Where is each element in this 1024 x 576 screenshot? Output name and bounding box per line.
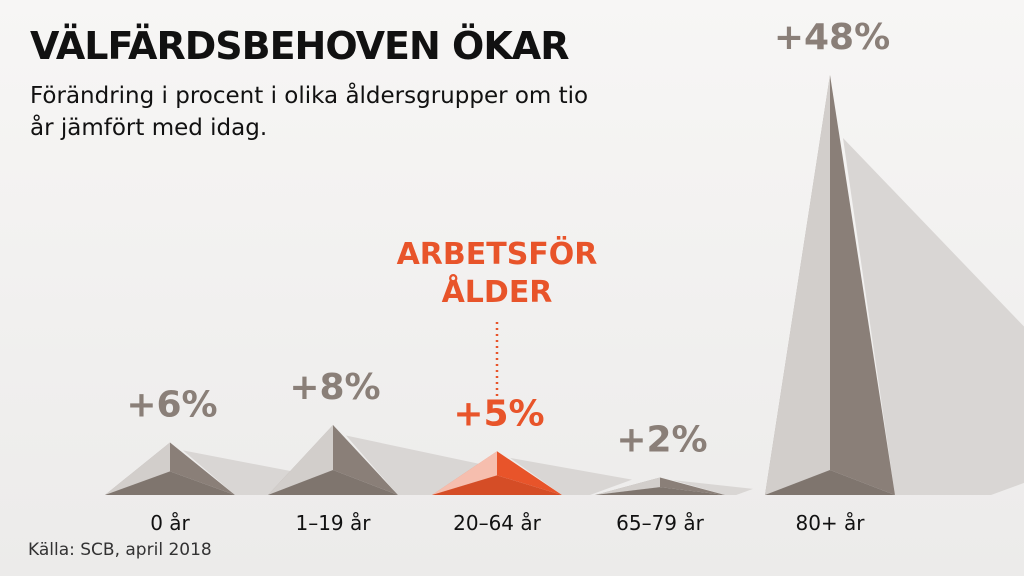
value-label: +8% (289, 367, 380, 408)
pyramid-right-face (333, 425, 398, 495)
chart-title: VÄLFÄRDSBEHOVEN ÖKAR (30, 24, 569, 68)
pyramid-shade (595, 487, 725, 495)
pyramid-front-face (432, 475, 562, 495)
x-tick-label: 80+ år (795, 511, 865, 535)
pyramid-highlight (105, 442, 170, 495)
pyramid-right-face (830, 75, 895, 495)
shadow (843, 138, 1024, 495)
value-label: +2% (616, 420, 707, 461)
pyramid-front-face (268, 470, 398, 495)
pyramid-highlight (595, 477, 660, 495)
x-tick-label: 0 år (150, 511, 190, 535)
pyramid-highlight (765, 75, 830, 495)
pyramid-right-face (170, 442, 235, 495)
pyramid-shade (268, 470, 398, 495)
shadow (673, 480, 753, 495)
x-tick-label: 1–19 år (295, 511, 371, 535)
pyramid-highlight (268, 425, 333, 495)
annotation: ARBETSFÖR ÅLDER (396, 237, 598, 310)
chart-subtitle: Förändring i procent i olika åldersgrupp… (30, 83, 589, 141)
pyramid-highlight (432, 451, 497, 495)
x-tick-label: 20–64 år (453, 511, 542, 535)
shadow (510, 457, 632, 495)
pyramid-right-face (497, 451, 562, 495)
pyramid-right-face (660, 477, 725, 495)
pyramid-front-face (105, 471, 235, 495)
pyramid-shade (432, 475, 562, 495)
pyramid-front-face (595, 487, 725, 495)
value-label: +48% (774, 17, 890, 58)
pyramid-shade (105, 471, 235, 495)
value-label: +6% (126, 385, 217, 426)
pyramid-front-face (765, 470, 895, 495)
value-label: +5% (453, 393, 544, 434)
pyramid-shade (765, 470, 895, 495)
source: Källa: SCB, april 2018 (28, 540, 212, 560)
x-tick-label: 65–79 år (616, 511, 705, 535)
